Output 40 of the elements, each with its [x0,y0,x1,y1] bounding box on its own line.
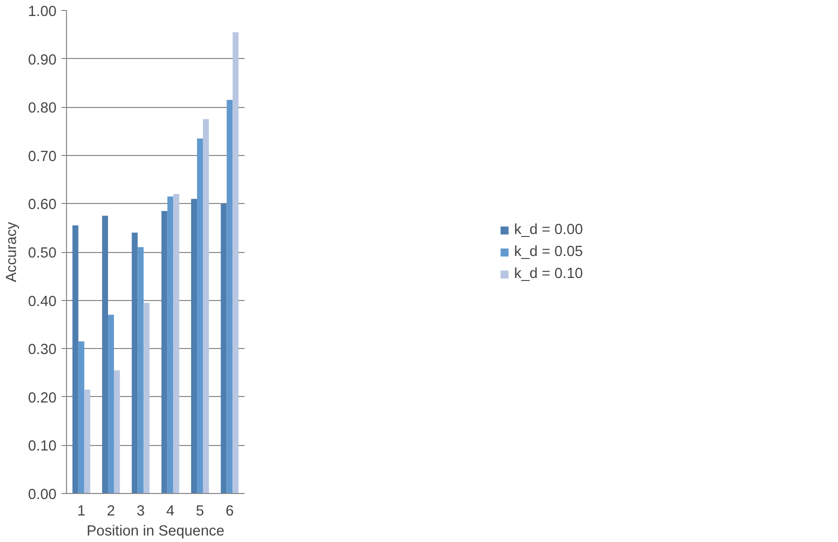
legend-label: k_d = 0.05 [514,244,583,260]
bar [72,225,78,494]
legend-label: k_d = 0.10 [514,266,583,282]
x-tick-label: 4 [166,504,174,520]
bar [161,210,168,494]
bar [167,196,174,494]
bar [220,204,227,494]
y-tick-label: 0.20 [28,390,57,406]
y-tick-label: 1.00 [28,4,57,20]
x-tick-label: 5 [196,504,204,520]
x-axis-title: Position in Sequence [86,524,224,540]
y-tick-label: 0.60 [28,197,57,214]
bar [114,370,120,494]
y-tick-label: 0.70 [28,148,57,165]
bar [226,100,233,494]
legend-label: k_d = 0.00 [514,222,583,238]
x-tick-label: 6 [226,504,234,520]
bar [108,314,114,494]
y-tick-label: 0.50 [28,246,57,262]
x-tick-label: 3 [136,504,145,520]
bar [138,247,144,494]
bar [232,32,239,494]
y-tick-label: 0.30 [28,342,57,358]
x-tick-label: 2 [106,504,116,520]
y-tick-label: 0.90 [28,52,57,68]
bar [202,119,209,494]
bar [191,198,198,494]
y-tick-label: 0.00 [28,487,57,503]
bar [173,194,180,494]
y-tick-label: 0.80 [28,100,57,117]
bar [144,302,150,494]
y-axis-title: Accuracy [4,221,20,282]
bar [132,232,138,494]
bar [197,138,203,494]
x-tick-label: 1 [77,504,86,520]
bar [84,390,90,494]
y-tick-label: 0.10 [28,438,57,455]
bar [102,216,108,494]
bar [78,341,84,494]
y-tick-label: 0.40 [28,294,57,310]
